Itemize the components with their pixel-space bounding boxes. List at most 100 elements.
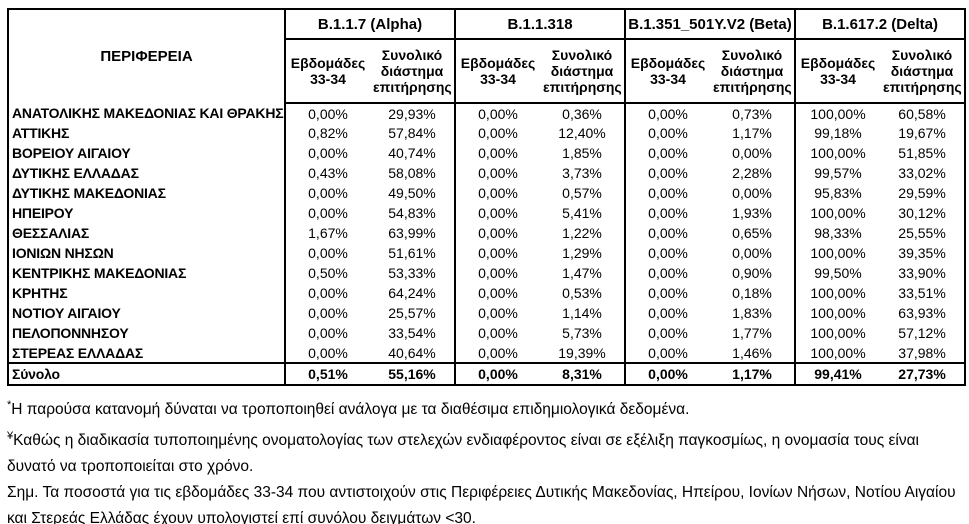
variant-group-header-delta: B.1.617.2 (Delta) — [794, 9, 966, 40]
total-value-cell: 0,00% — [454, 362, 540, 385]
value-cell: 2,28% — [732, 165, 772, 181]
value-cell: 100,00% — [794, 143, 881, 163]
table-row: ΔΥΤΙΚΗΣ ΜΑΚΕΔΟΝΙΑΣ 0,00% 49,50% 0,00% 0,57% 0… — [8, 183, 965, 203]
value-cell: 0,00% — [284, 103, 370, 123]
value-cell: 0,18% — [732, 285, 772, 301]
value-cell: 100,00% — [794, 243, 881, 263]
value-cell: 60,58% — [898, 105, 946, 122]
region-name: ΝΟΤΙΟΥ ΑΙΓΑΙΟΥ — [12, 305, 121, 321]
total-value-cell: 55,16% — [370, 362, 455, 385]
value-cell: 33,51% — [898, 285, 946, 301]
value-cell: 58,08% — [388, 165, 436, 181]
value-cell: 100,00% — [794, 303, 881, 323]
value-cell: 100,00% — [794, 103, 881, 123]
value-cell: 100,00% — [794, 343, 881, 363]
value-cell: 29,93% — [388, 105, 436, 122]
value-cell: 25,55% — [898, 225, 946, 241]
value-cell: 0,00% — [454, 343, 540, 363]
total-row: Σύνολο 0,51% 55,16% 0,00% 8,31% 0,00% 1,… — [8, 362, 966, 385]
value-cell: 53,33% — [388, 265, 436, 281]
value-cell: 0,90% — [732, 265, 772, 281]
value-cell: 0,00% — [732, 145, 772, 161]
value-cell: 95,83% — [794, 183, 881, 203]
value-cell: 0,00% — [284, 283, 370, 303]
value-cell: 1,85% — [562, 145, 602, 161]
value-cell: 0,00% — [454, 163, 540, 183]
subheader-row: Εβδομάδες 33-34 Συνολικό διάστημα επιτήρ… — [8, 39, 966, 104]
value-cell: 12,40% — [558, 125, 606, 141]
total-value-cell: 1,17% — [710, 362, 796, 385]
subheader-weeks: Εβδομάδες 33-34 — [794, 39, 881, 104]
value-cell: 63,93% — [898, 305, 946, 321]
value-cell: 57,12% — [898, 325, 946, 341]
total-value-cell: 0,51% — [284, 362, 370, 385]
value-cell: 0,00% — [624, 163, 711, 183]
value-cell: 0,00% — [454, 103, 540, 123]
region-name: ΣΤΕΡΕΑΣ ΕΛΛΑΔΑΣ — [12, 344, 144, 361]
value-cell: 0,00% — [454, 143, 540, 163]
value-cell: 0,00% — [624, 263, 711, 283]
region-name: ΘΕΣΣΑΛΙΑΣ — [12, 225, 90, 241]
value-cell: 3,73% — [562, 165, 602, 181]
footnote-marker: ¥ — [7, 430, 14, 443]
region-name: ΒΟΡΕΙΟΥ ΑΙΓΑΙΟΥ — [12, 145, 131, 161]
value-cell: 0,36% — [562, 105, 602, 122]
value-cell: 0,65% — [732, 225, 772, 241]
table-row: ΔΥΤΙΚΗΣ ΕΛΛΑΔΑΣ 0,43% 58,08% 0,00% 3,73% 0,00… — [8, 163, 965, 183]
subheader-weeks: Εβδομάδες 33-34 — [624, 39, 711, 104]
value-cell: 0,43% — [284, 163, 370, 183]
value-cell: 99,18% — [794, 123, 881, 143]
value-cell: 0,00% — [624, 123, 711, 143]
table-row: ΑΝΑΤΟΛΙΚΗΣ ΜΑΚΕΔΟΝΙΑΣ ΚΑΙ ΘΡΑΚΗΣ 0,00% 29,… — [8, 103, 965, 123]
region-name: ΚΕΝΤΡΙΚΗΣ ΜΑΚΕΔΟΝΙΑΣ — [12, 265, 187, 281]
total-label: Σύνολο — [8, 362, 285, 385]
value-cell: 49,50% — [388, 185, 436, 201]
total-value-cell: 27,73% — [880, 362, 966, 385]
variant-group-header-alpha: B.1.1.7 (Alpha) — [284, 9, 455, 40]
value-cell: 0,53% — [562, 285, 602, 301]
variant-group-header-b11318: B.1.1.318 — [453, 9, 626, 40]
value-cell: 0,00% — [454, 123, 540, 143]
value-cell: 0,00% — [454, 183, 540, 203]
value-cell: 0,00% — [454, 323, 540, 343]
table-row: ΚΡΗΤΗΣ 0,00% 64,24% 0,00% 0,53% 0,00% 0,18% 100… — [8, 283, 965, 303]
value-cell: 0,00% — [732, 185, 772, 201]
region-name: ΑΤΤΙΚΗΣ — [12, 125, 70, 141]
value-cell: 0,00% — [454, 303, 540, 323]
value-cell: 0,73% — [732, 105, 772, 122]
value-cell: 1,83% — [732, 305, 772, 321]
value-cell: 99,50% — [794, 263, 881, 283]
value-cell: 51,85% — [898, 145, 946, 161]
value-cell: 0,00% — [284, 203, 370, 223]
value-cell: 0,00% — [284, 143, 370, 163]
value-cell: 100,00% — [794, 203, 881, 223]
value-cell: 51,61% — [388, 245, 436, 261]
value-cell: 0,00% — [624, 223, 711, 243]
footnote-nomenclature: ¥Καθώς η διαδικασία τυποποιημένης ονοματ… — [7, 423, 965, 480]
value-cell: 0,00% — [624, 283, 711, 303]
value-cell: 0,00% — [624, 243, 711, 263]
table-body: ΑΝΑΤΟΛΙΚΗΣ ΜΑΚΕΔΟΝΙΑΣ ΚΑΙ ΘΡΑΚΗΣ 0,00% 29,… — [8, 103, 965, 363]
footnote-sample-note: Σημ. Τα ποσοστά για τις εβδομάδες 33-34 … — [7, 480, 965, 524]
value-cell: 33,02% — [898, 165, 946, 181]
value-cell: 64,24% — [388, 285, 436, 301]
value-cell: 1,14% — [562, 305, 602, 321]
total-value-cell: 0,00% — [624, 362, 711, 385]
variant-group-header-beta: B.1.351_501Y.V2 (Beta) — [624, 9, 796, 40]
value-cell: 1,67% — [284, 223, 370, 243]
value-cell: 5,41% — [562, 205, 602, 221]
value-cell: 29,59% — [898, 185, 946, 201]
value-cell: 100,00% — [794, 323, 881, 343]
value-cell: 0,50% — [284, 263, 370, 283]
table-row: ΙΟΝΙΩΝ ΝΗΣΩΝ 0,00% 51,61% 0,00% 1,29% 0,00% 0,… — [8, 243, 965, 263]
value-cell: 0,00% — [624, 343, 711, 363]
value-cell: 1,29% — [562, 245, 602, 261]
value-cell: 1,93% — [732, 205, 772, 221]
table-row: ΘΕΣΣΑΛΙΑΣ 1,67% 63,99% 0,00% 1,22% 0,00% 0,65%… — [8, 223, 965, 243]
value-cell: 1,22% — [562, 225, 602, 241]
value-cell: 33,90% — [898, 265, 946, 281]
subheader-total-period: Συνολικό διάστημα επιτήρησης — [880, 39, 966, 104]
value-cell: 37,98% — [898, 344, 946, 361]
value-cell: 19,39% — [558, 344, 606, 361]
